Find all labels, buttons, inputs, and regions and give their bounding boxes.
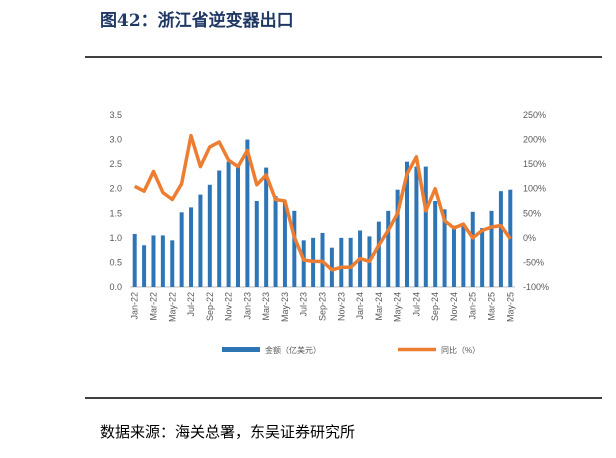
bar [301, 240, 306, 287]
y-tick-label: 1.0 [109, 233, 122, 243]
x-tick-label: Jan-22 [130, 292, 140, 320]
bar [198, 194, 203, 287]
y-tick-label: 0.5 [109, 257, 122, 267]
chart-title: 图42：浙江省逆变器出口 [100, 10, 294, 31]
x-tick-label: Nov-23 [336, 292, 346, 321]
x-tick-label: May-25 [505, 292, 515, 322]
bar [273, 196, 278, 287]
bar [405, 161, 410, 287]
bar [461, 225, 466, 287]
y2-tick-label: 150% [523, 159, 546, 169]
x-tick-label: Mar-25 [487, 292, 497, 321]
x-tick-label: Jan-24 [355, 292, 365, 320]
bar [282, 201, 287, 287]
x-tick-label: Sep-23 [318, 292, 328, 321]
x-tick-label: Mar-23 [261, 292, 271, 321]
legend-swatch [222, 347, 260, 352]
x-tick-label: Jul-22 [186, 292, 196, 317]
bar [433, 201, 438, 287]
x-tick-label: Jan-23 [242, 292, 252, 320]
y2-tick-label: 0% [523, 233, 536, 243]
x-tick-label: Mar-24 [374, 292, 384, 321]
bar [339, 237, 344, 287]
y2-tick-label: 50% [523, 208, 541, 218]
bar [414, 166, 419, 287]
x-tick-label: Nov-24 [449, 292, 459, 321]
y2-tick-label: 100% [523, 184, 546, 194]
bar [470, 211, 475, 287]
bar [442, 209, 447, 287]
bar [217, 170, 222, 287]
source-note: 数据来源：海关总署，东吴证券研究所 [100, 423, 355, 441]
bar [254, 201, 259, 287]
x-tick-label: Mar-22 [148, 292, 158, 321]
x-tick-label: Sep-24 [430, 292, 440, 321]
bar [189, 207, 194, 287]
bar [386, 210, 391, 287]
x-tick-label: Nov-22 [224, 292, 234, 321]
bar [179, 212, 184, 287]
bar [489, 210, 494, 287]
y2-tick-label: 250% [523, 110, 546, 120]
y-tick-label: 0.0 [109, 282, 122, 292]
y-tick-label: 1.5 [109, 208, 122, 218]
bar [235, 166, 240, 287]
bar [160, 235, 165, 287]
y2-tick-label: -50% [523, 257, 544, 267]
x-tick-label: Jul-23 [299, 292, 309, 317]
bar [451, 225, 456, 287]
y-tick-label: 2.5 [109, 159, 122, 169]
legend-label: 同比（%） [441, 345, 480, 355]
bar [142, 245, 147, 287]
bar [245, 139, 250, 287]
bar [376, 221, 381, 287]
x-tick-label: Sep-22 [205, 292, 215, 321]
bar [329, 247, 334, 287]
bar [264, 167, 269, 287]
y-tick-label: 3.5 [109, 110, 122, 120]
bar [395, 189, 400, 287]
x-tick-label: Jul-24 [411, 292, 421, 317]
bar [207, 184, 212, 287]
x-tick-label: May-24 [393, 292, 403, 322]
x-tick-label: May-23 [280, 292, 290, 322]
y-tick-label: 2.0 [109, 184, 122, 194]
bar [348, 237, 353, 287]
bar [226, 161, 231, 287]
legend-label: 金额（亿美元） [265, 345, 321, 355]
bar [480, 228, 485, 287]
y2-tick-label: -100% [523, 282, 549, 292]
bar [132, 233, 137, 287]
y-tick-label: 3.0 [109, 135, 122, 145]
bar [292, 210, 297, 287]
bar [170, 240, 175, 287]
bar [151, 235, 156, 287]
bar [498, 191, 503, 287]
line [133, 133, 512, 272]
x-tick-label: May-22 [167, 292, 177, 322]
y2-tick-label: 200% [523, 135, 546, 145]
bar [423, 166, 428, 287]
x-tick-label: Jan-25 [468, 292, 478, 320]
